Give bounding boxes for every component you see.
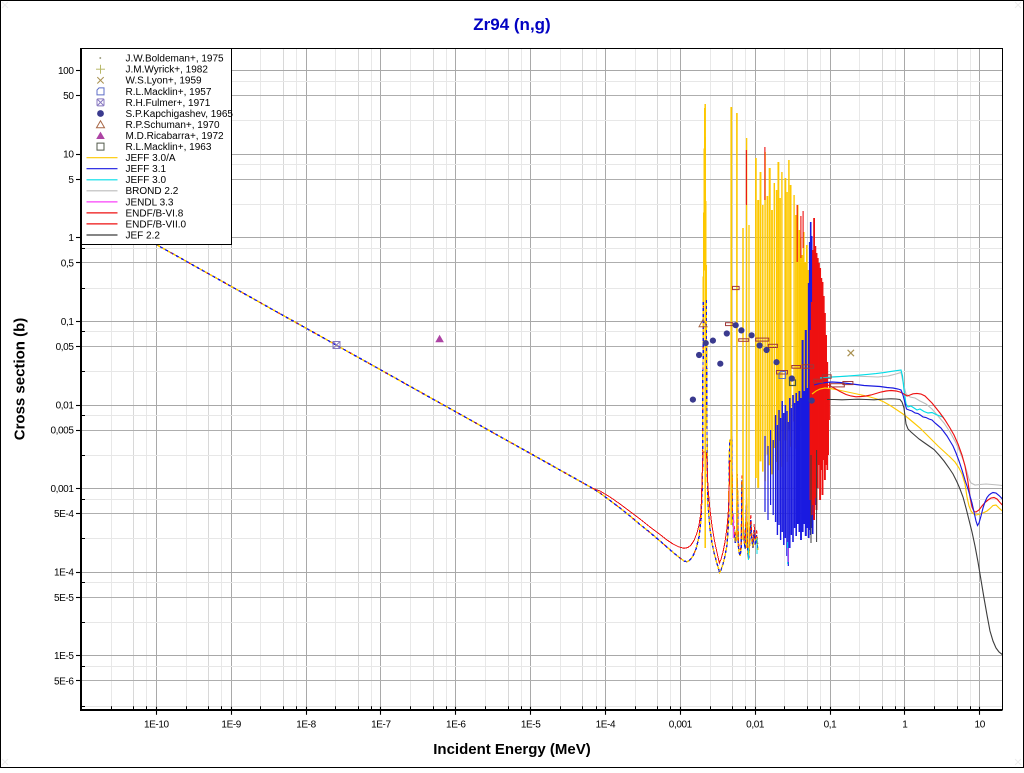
svg-text:JEFF 3.0/A: JEFF 3.0/A — [126, 153, 176, 164]
svg-text:1E-10: 1E-10 — [144, 720, 170, 731]
svg-text:JEFF 3.1: JEFF 3.1 — [126, 164, 167, 175]
svg-text:1E-4: 1E-4 — [596, 720, 616, 731]
svg-text:R.P.Schuman+, 1970: R.P.Schuman+, 1970 — [126, 120, 220, 131]
svg-text:0,001: 0,001 — [50, 484, 74, 495]
svg-text:10: 10 — [63, 150, 74, 161]
svg-text:ENDF/B-VII.0: ENDF/B-VII.0 — [126, 219, 187, 230]
svg-text:1E-5: 1E-5 — [54, 651, 74, 662]
svg-text:J.W.Boldeman+, 1975: J.W.Boldeman+, 1975 — [126, 54, 225, 65]
svg-text:1E-7: 1E-7 — [371, 720, 391, 731]
svg-text:Incident Energy (MeV): Incident Energy (MeV) — [433, 741, 591, 758]
svg-text:Cross section (b): Cross section (b) — [12, 318, 29, 441]
svg-text:R.L.Macklin+, 1957: R.L.Macklin+, 1957 — [126, 87, 212, 98]
svg-text:0,5: 0,5 — [61, 258, 75, 269]
svg-text:100: 100 — [58, 66, 74, 77]
svg-text:50: 50 — [63, 91, 74, 102]
svg-text:5E-6: 5E-6 — [54, 676, 74, 687]
svg-text:ENDF/B-VI.8: ENDF/B-VI.8 — [126, 208, 184, 219]
svg-text:JEF 2.2: JEF 2.2 — [126, 230, 161, 241]
svg-text:Zr94 (n,g): Zr94 (n,g) — [473, 15, 550, 34]
svg-text:5E-4: 5E-4 — [54, 509, 74, 520]
svg-text:1E-5: 1E-5 — [521, 720, 541, 731]
svg-text:M.D.Ricabarra+, 1972: M.D.Ricabarra+, 1972 — [126, 131, 225, 142]
svg-text:5E-5: 5E-5 — [54, 593, 74, 604]
svg-text:10: 10 — [975, 720, 986, 731]
svg-text:R.H.Fulmer+, 1971: R.H.Fulmer+, 1971 — [126, 98, 211, 109]
svg-text:0,001: 0,001 — [669, 720, 693, 731]
svg-text:J.M.Wyrick+, 1982: J.M.Wyrick+, 1982 — [126, 65, 209, 76]
svg-text:0,01: 0,01 — [56, 400, 75, 411]
svg-text:1E-6: 1E-6 — [446, 720, 466, 731]
svg-text:BROND 2.2: BROND 2.2 — [126, 186, 179, 197]
svg-text:W.S.Lyon+, 1959: W.S.Lyon+, 1959 — [126, 76, 203, 87]
svg-text:0,005: 0,005 — [50, 426, 74, 437]
svg-text:1: 1 — [902, 720, 908, 731]
svg-text:5: 5 — [68, 175, 74, 186]
svg-text:JENDL 3.3: JENDL 3.3 — [126, 197, 174, 208]
svg-text:1: 1 — [68, 233, 74, 244]
svg-text:JEFF 3.0: JEFF 3.0 — [126, 175, 167, 186]
svg-text:1E-9: 1E-9 — [221, 720, 241, 731]
svg-text:S.P.Kapchigashev, 1965: S.P.Kapchigashev, 1965 — [126, 109, 234, 120]
svg-text:0,05: 0,05 — [56, 342, 75, 353]
svg-text:R.L.Macklin+, 1963: R.L.Macklin+, 1963 — [126, 142, 212, 153]
svg-text:1E-8: 1E-8 — [296, 720, 316, 731]
svg-text:1E-4: 1E-4 — [54, 568, 74, 579]
svg-text:0,1: 0,1 — [824, 720, 838, 731]
svg-text:0,01: 0,01 — [746, 720, 765, 731]
svg-text:0,1: 0,1 — [61, 317, 75, 328]
